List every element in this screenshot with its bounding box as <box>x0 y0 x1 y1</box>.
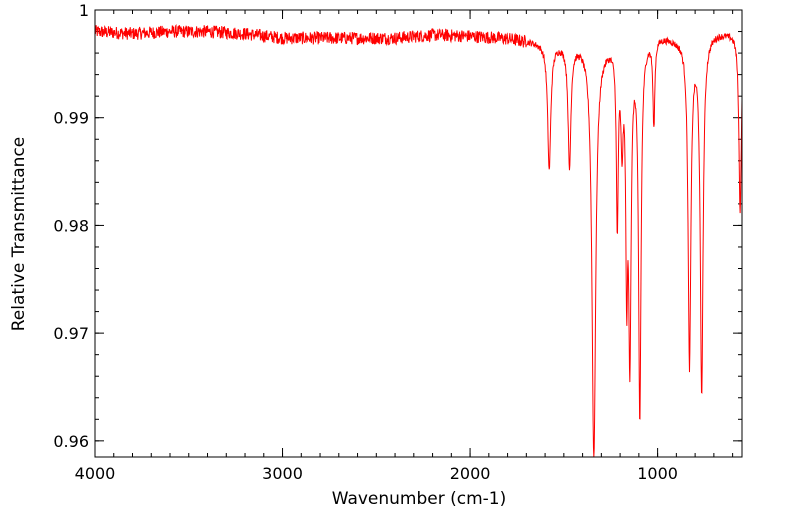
y-tick-label: 0.96 <box>53 432 89 451</box>
x-tick-label: 3000 <box>262 464 303 483</box>
x-tick-label: 2000 <box>450 464 491 483</box>
y-tick-label: 1 <box>79 1 89 20</box>
x-axis-title: Wavenumber (cm-1) <box>332 489 507 509</box>
plot-background <box>95 10 742 457</box>
x-tick-label: 1000 <box>637 464 678 483</box>
y-tick-label: 0.97 <box>53 324 89 343</box>
y-tick-label: 0.99 <box>53 109 89 128</box>
plot-frame <box>94 9 743 458</box>
y-tick-label: 0.98 <box>53 216 89 235</box>
tick-labels: 4000 3000 2000 1000 1 0.99 0.98 0.97 0.96 <box>53 1 678 483</box>
x-tick-label: 4000 <box>75 464 116 483</box>
spectrum-line <box>94 24 743 458</box>
y-axis-title: Relative Transmittance <box>9 137 29 332</box>
